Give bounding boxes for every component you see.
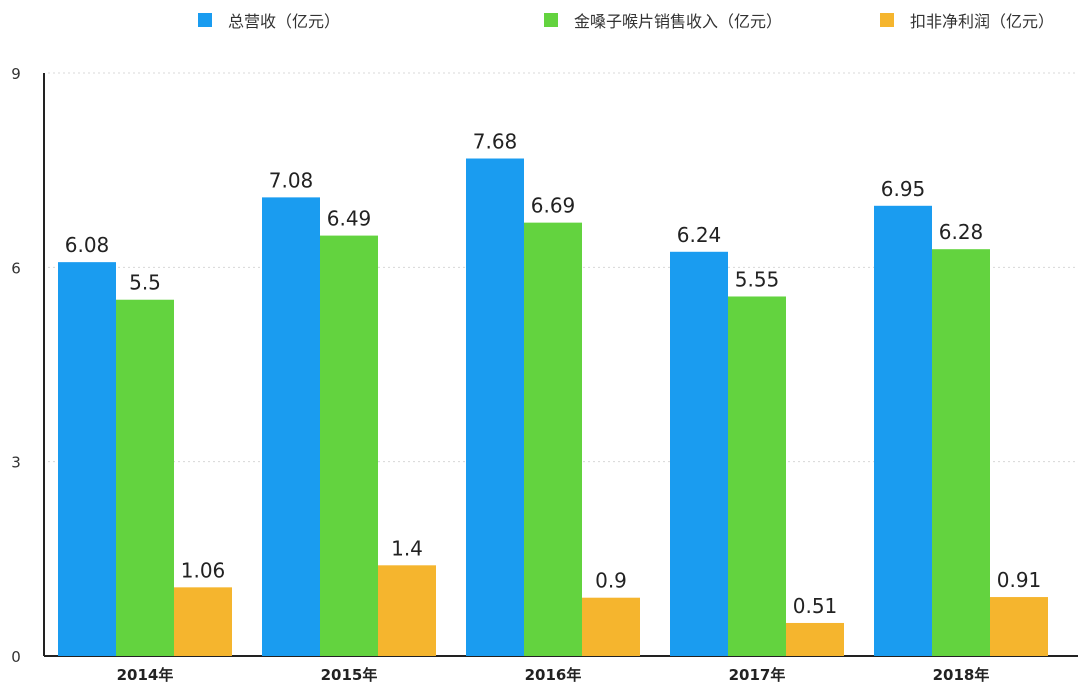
bar <box>524 222 582 657</box>
y-tick-label: 6 <box>11 259 21 277</box>
data-label: 6.49 <box>327 207 372 231</box>
bar <box>58 262 116 656</box>
bar <box>670 251 728 656</box>
y-tick-label: 9 <box>11 65 21 83</box>
x-tick-label: 2018年 <box>933 666 990 682</box>
data-label: 7.68 <box>473 130 518 154</box>
data-label: 6.08 <box>65 233 110 257</box>
bar <box>262 197 320 656</box>
legend-label: 金嗓子喉片销售收入（亿元） <box>574 12 782 31</box>
data-label: 6.95 <box>881 177 926 201</box>
data-label: 1.06 <box>181 558 226 582</box>
bar <box>320 235 378 656</box>
data-label: 0.91 <box>997 568 1042 592</box>
x-tick-label: 2014年 <box>117 666 174 682</box>
data-label: 6.24 <box>677 223 722 247</box>
data-label: 5.5 <box>129 271 161 295</box>
x-tick-label: 2016年 <box>525 666 582 682</box>
data-label: 6.28 <box>939 220 984 244</box>
data-label: 0.9 <box>595 569 627 593</box>
bar <box>116 299 174 656</box>
bar <box>378 565 436 656</box>
data-label: 7.08 <box>269 168 314 192</box>
data-label: 1.4 <box>391 536 423 560</box>
data-label: 6.69 <box>531 194 576 218</box>
bar <box>786 622 844 656</box>
legend-label: 扣非净利润（亿元） <box>910 12 1054 31</box>
bar <box>582 597 640 656</box>
bar <box>728 296 786 656</box>
bar <box>990 597 1048 656</box>
legend-swatch <box>544 13 558 27</box>
bar <box>874 205 932 657</box>
bar <box>932 249 990 656</box>
data-label: 5.55 <box>735 267 780 291</box>
y-tick-label: 3 <box>11 454 21 472</box>
legend-swatch <box>198 13 212 27</box>
data-label: 0.51 <box>793 594 838 618</box>
x-tick-label: 2017年 <box>729 666 786 682</box>
bar <box>466 158 524 657</box>
x-tick-label: 2015年 <box>321 666 378 682</box>
bar <box>174 587 232 656</box>
legend-swatch <box>880 13 894 27</box>
y-tick-label: 0 <box>11 648 21 666</box>
legend-label: 总营收（亿元） <box>228 12 340 31</box>
